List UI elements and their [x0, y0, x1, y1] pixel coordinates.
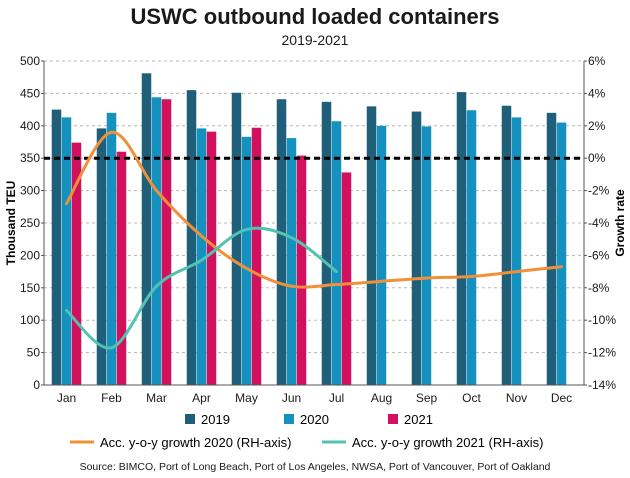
bar-2020 [286, 138, 297, 385]
bar-2020 [61, 117, 72, 385]
bar-2021 [296, 155, 307, 385]
bar-2019 [141, 73, 152, 385]
y-axis-title: Thousand TEU [4, 181, 18, 266]
bar-2020 [106, 112, 117, 385]
y-tick-label: 200 [20, 248, 40, 262]
bar-2020 [466, 110, 477, 386]
bar-2019 [186, 90, 197, 385]
y2-tick-label: -4% [588, 216, 610, 230]
bar-2021 [251, 127, 262, 385]
bar-2019 [321, 101, 332, 385]
bar-2019 [366, 106, 377, 386]
y2-axis-title: Growth rate [613, 189, 627, 257]
bar-2019 [51, 109, 62, 385]
bar-2019 [411, 111, 422, 385]
y2-tick-label: -12% [588, 346, 616, 360]
bar-2020 [151, 97, 162, 386]
bar-2019 [96, 128, 107, 385]
y2-tick-label: -8% [588, 281, 610, 295]
y2-tick-label: 4% [588, 86, 606, 100]
legend-label-Acc. y-o-y growth 2021 (RH-axis): Acc. y-o-y growth 2021 (RH-axis) [352, 435, 543, 450]
bar-2021 [161, 99, 172, 386]
x-tick-label: Feb [101, 391, 122, 405]
y-tick-label: 350 [20, 151, 40, 165]
bar-2020 [556, 122, 567, 385]
y2-tick-label: 2% [588, 119, 606, 133]
bar-2020 [196, 128, 207, 385]
legend-swatch-2019 [185, 414, 195, 424]
y2-tick-label: -10% [588, 313, 616, 327]
x-tick-label: Nov [506, 391, 527, 405]
y-tick-label: 100 [20, 313, 40, 327]
y-tick-label: 0 [33, 378, 40, 392]
y-tick-label: 250 [20, 216, 40, 230]
y2-tick-label: -14% [588, 378, 616, 392]
y2-tick-label: -6% [588, 248, 610, 262]
bar-2020 [421, 126, 432, 385]
y-tick-label: 500 [20, 54, 40, 68]
x-tick-label: Jun [282, 391, 301, 405]
x-tick-label: Apr [192, 391, 211, 405]
bar-2019 [276, 99, 287, 386]
x-tick-label: Dec [551, 391, 572, 405]
x-tick-label: Mar [146, 391, 167, 405]
x-tick-label: Jul [329, 391, 344, 405]
bar-2021 [341, 172, 352, 385]
y-tick-label: 450 [20, 86, 40, 100]
y-tick-label: 50 [27, 346, 41, 360]
y2-tick-label: -2% [588, 184, 610, 198]
source-note: Source: BIMCO, Port of Long Beach, Port … [79, 461, 551, 473]
chart-title: USWC outbound loaded containers [130, 4, 500, 29]
bar-2020 [511, 117, 522, 385]
y-tick-label: 300 [20, 184, 40, 198]
bar-2019 [501, 105, 512, 385]
bar-2019 [231, 92, 242, 385]
legend-swatch-2020 [284, 414, 294, 424]
bar-2020 [241, 136, 252, 385]
legend-label-Acc. y-o-y growth 2020 (RH-axis): Acc. y-o-y growth 2020 (RH-axis) [100, 435, 291, 450]
bar-2021 [116, 151, 127, 385]
bar-2021 [206, 131, 217, 385]
bar-2020 [376, 125, 387, 386]
y2-tick-label: 0% [588, 151, 606, 165]
legend-label-2021: 2021 [404, 412, 433, 427]
x-tick-label: Oct [462, 391, 481, 405]
y-tick-label: 150 [20, 281, 40, 295]
x-tick-label: Sep [416, 391, 438, 405]
legend-swatch-2021 [388, 414, 398, 424]
bar-2019 [456, 92, 467, 385]
chart-subtitle: 2019-2021 [281, 32, 349, 48]
legend-label-2019: 2019 [201, 412, 230, 427]
x-tick-label: May [235, 391, 258, 405]
x-tick-label: Jan [57, 391, 76, 405]
legend-label-2020: 2020 [300, 412, 329, 427]
line-Acc. y-o-y growth 2021 (RH-axis) [65, 226, 338, 350]
y2-tick-label: 6% [588, 54, 606, 68]
y-tick-label: 400 [20, 119, 40, 133]
bar-2020 [331, 121, 342, 385]
line-Acc. y-o-y growth 2020 (RH-axis) [65, 130, 563, 289]
x-tick-label: Aug [371, 391, 392, 405]
bar-2021 [71, 142, 82, 385]
bar-2019 [546, 112, 557, 385]
